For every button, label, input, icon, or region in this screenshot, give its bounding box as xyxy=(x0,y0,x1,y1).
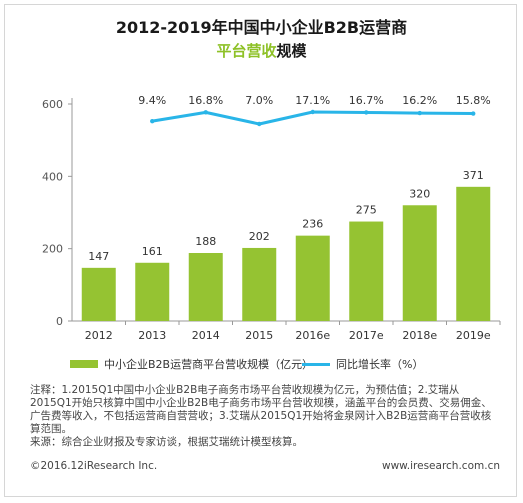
y-tick-label: 200 xyxy=(42,243,63,256)
growth-point xyxy=(310,109,315,115)
growth-value-label: 16.7% xyxy=(349,94,384,107)
subtitle-highlight: 平台营收 xyxy=(216,42,277,60)
bar-value-label: 236 xyxy=(302,218,323,231)
growth-point xyxy=(471,111,476,116)
growth-value-label: 16.2% xyxy=(402,94,437,107)
y-tick-label: 400 xyxy=(42,170,63,183)
notes-line-2: 来源：综合企业财报及专家访谈，根据艾瑞统计模型核算。 xyxy=(30,436,303,448)
growth-value-label: 9.4% xyxy=(138,94,166,107)
legend-swatch-bar xyxy=(70,360,98,368)
y-tick-label: 0 xyxy=(56,315,63,328)
bar xyxy=(242,247,277,321)
growth-value-label: 16.8% xyxy=(188,94,223,107)
growth-value-label: 15.8% xyxy=(456,94,491,107)
growth-point xyxy=(417,110,422,116)
subtitle-rest: 规模 xyxy=(276,42,307,60)
bar-value-label: 147 xyxy=(88,250,109,263)
legend-swatch-line xyxy=(302,362,330,366)
legend-item-revenue: 中小企业B2B运营商平台营收规模（亿元） xyxy=(70,356,313,372)
bar xyxy=(135,262,170,321)
growth-point xyxy=(150,118,155,124)
x-tick-label: 2012 xyxy=(85,329,113,342)
growth-value-label: 7.0% xyxy=(245,94,273,107)
notes-line-1: 注释：1.2015Q1中国中小企业B2B电子商务市场平台营收规模为亿元，为预估值… xyxy=(30,384,492,435)
bar-value-label: 275 xyxy=(356,204,377,217)
chart-title: 2012-2019年中国中小企业B2B运营商 xyxy=(115,18,408,37)
x-tick-label: 2014 xyxy=(192,329,220,342)
growth-point xyxy=(364,110,369,115)
bar-value-label: 161 xyxy=(142,245,163,258)
bar xyxy=(456,186,491,321)
legend-label-growth: 同比增长率（%） xyxy=(336,358,424,371)
bar xyxy=(188,253,223,321)
growth-point xyxy=(203,110,208,115)
growth-point xyxy=(257,121,262,127)
revenue-chart: 0 200 400 600 147 2012 161 2013 188 2014 202 2015 23… xyxy=(42,94,501,342)
footer-copyright: ©2016.12iResearch Inc. xyxy=(30,460,158,472)
legend-label-revenue: 中小企业B2B运营商平台营收规模（亿元） xyxy=(104,358,314,371)
bar xyxy=(349,221,384,321)
legend-item-growth: 同比增长率（%） xyxy=(302,356,423,372)
bar-value-label: 371 xyxy=(463,169,484,182)
bar xyxy=(402,205,437,321)
x-tick-label: 2018e xyxy=(402,329,437,342)
y-tick-label: 600 xyxy=(42,98,63,111)
bar-value-label: 202 xyxy=(249,230,270,243)
x-tick-label: 2016e xyxy=(295,329,330,342)
bar xyxy=(81,267,116,321)
x-tick-label: 2015 xyxy=(245,329,273,342)
bar-value-label: 320 xyxy=(409,187,430,200)
chart-notes: 注释：1.2015Q1中国中小企业B2B电子商务市场平台营收规模为亿元，为预估值… xyxy=(30,384,500,449)
bar xyxy=(295,235,330,321)
x-tick-label: 2013 xyxy=(138,329,166,342)
chart-subtitle: 平台营收规模 xyxy=(0,40,523,61)
growth-value-label: 17.1% xyxy=(295,94,330,107)
bar-value-label: 188 xyxy=(195,235,216,248)
x-tick-label: 2017e xyxy=(349,329,384,342)
footer-website: www.iresearch.com.cn xyxy=(381,460,500,472)
x-tick-label: 2019e xyxy=(456,329,491,342)
